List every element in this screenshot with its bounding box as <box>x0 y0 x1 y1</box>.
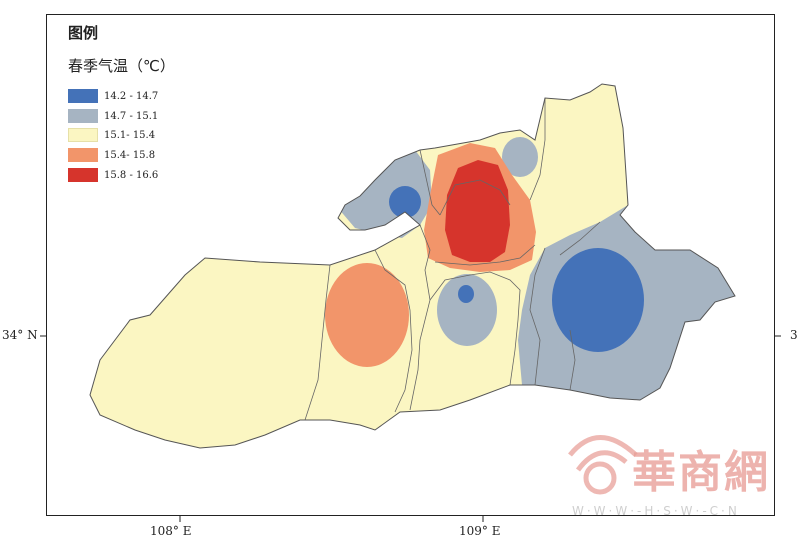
y-tick-label-right-fragment: 3 <box>790 328 798 342</box>
legend-swatch <box>68 148 98 162</box>
watermark-brand: 華商網 <box>632 447 770 498</box>
legend-swatch <box>68 128 98 142</box>
legend-item: 15.4- 15.8 <box>68 147 155 163</box>
watermark-url: W·W·W·-H·S·W·-C·N <box>572 504 740 518</box>
district-boundaries <box>304 98 601 421</box>
zone-14-7-15-1-north <box>502 137 538 177</box>
legend-label: 15.4- 15.8 <box>104 149 156 161</box>
legend-label: 14.7 - 15.1 <box>104 110 159 122</box>
legend-label: 15.8 - 16.6 <box>104 169 159 181</box>
legend-label: 15.1- 15.4 <box>104 129 156 141</box>
legend-swatch <box>68 168 98 182</box>
legend-item: 14.7 - 15.1 <box>68 108 158 124</box>
watermark-logo-icon <box>568 435 638 495</box>
x-tick-label-109: 109° E <box>459 524 501 538</box>
zone-15-8-16-6 <box>445 160 510 262</box>
legend-swatch <box>68 89 98 103</box>
legend-title: 图例 <box>68 24 99 42</box>
legend-item: 14.2 - 14.7 <box>68 88 158 104</box>
zone-14-7-15-1-central <box>437 274 497 346</box>
legend-swatch <box>68 109 98 123</box>
region-outline <box>89 83 736 449</box>
x-tick-label-108: 108° E <box>150 524 192 538</box>
zone-14-2-14-7-east <box>552 248 644 352</box>
zone-14-2-14-7-central <box>458 285 474 303</box>
temperature-zones <box>325 137 735 402</box>
zone-14-2-14-7-northwest <box>389 186 421 218</box>
legend-label: 14.2 - 14.7 <box>104 90 159 102</box>
y-tick-label-34: 34° N <box>2 328 38 342</box>
legend-subtitle: 春季气温（℃） <box>68 57 175 75</box>
legend-item: 15.1- 15.4 <box>68 127 155 143</box>
legend-item: 15.8 - 16.6 <box>68 167 158 183</box>
zone-15-4-15-8-west <box>325 263 409 367</box>
